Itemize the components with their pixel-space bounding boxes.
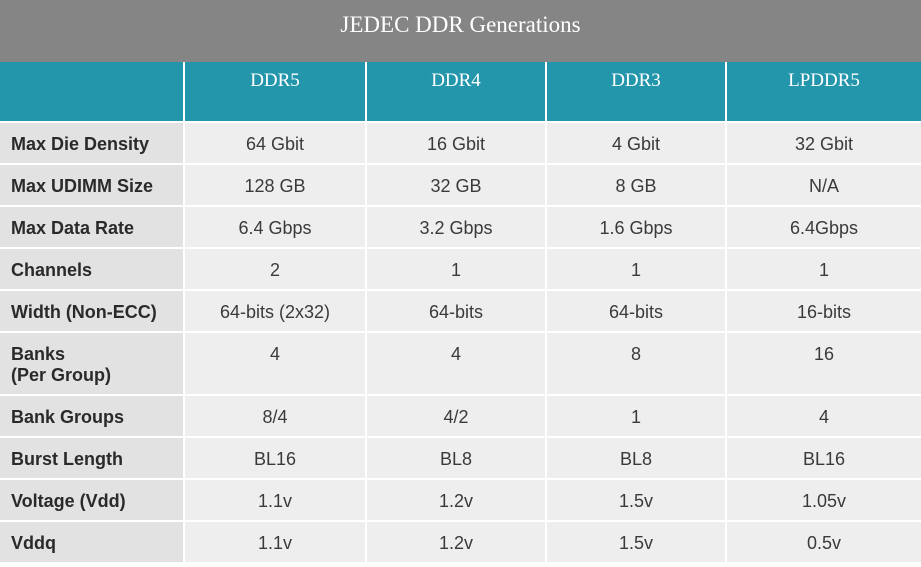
table-cell: 6.4Gbps <box>725 207 921 249</box>
table-cell: 1 <box>545 249 725 291</box>
header-row: DDR5 DDR4 DDR3 LPDDR5 <box>0 62 921 123</box>
table-row: Bank Groups 8/4 4/2 1 4 <box>0 396 921 438</box>
table-cell: 4 <box>725 396 921 438</box>
table-cell: 0.5v <box>725 522 921 564</box>
table-cell: 8/4 <box>183 396 365 438</box>
table-row: Width (Non-ECC) 64-bits (2x32) 64-bits 6… <box>0 291 921 333</box>
table-cell: 64-bits (2x32) <box>183 291 365 333</box>
table-row: Max UDIMM Size 128 GB 32 GB 8 GB N/A <box>0 165 921 207</box>
table-cell: BL8 <box>365 438 545 480</box>
table-cell: 4 <box>183 333 365 396</box>
table-row: Vddq 1.1v 1.2v 1.5v 0.5v <box>0 522 921 564</box>
row-label-text: Voltage (Vdd) <box>11 491 126 511</box>
table-cell: 4 Gbit <box>545 123 725 165</box>
table-cell: 6.4 Gbps <box>183 207 365 249</box>
table-cell: 128 GB <box>183 165 365 207</box>
table-cell: 1.1v <box>183 480 365 522</box>
row-label-text: Width (Non-ECC) <box>11 302 157 322</box>
table-cell: 8 <box>545 333 725 396</box>
table-cell: 64 Gbit <box>183 123 365 165</box>
table-cell: BL8 <box>545 438 725 480</box>
row-label-text: Burst Length <box>11 449 123 469</box>
table-cell: 32 GB <box>365 165 545 207</box>
row-label: Voltage (Vdd) <box>0 480 183 522</box>
row-label: Max UDIMM Size <box>0 165 183 207</box>
row-label-text: Max Data Rate <box>11 218 135 238</box>
table-cell: 4 <box>365 333 545 396</box>
table-cell: BL16 <box>183 438 365 480</box>
row-label: Width (Non-ECC) <box>0 291 183 333</box>
table-cell: 4/2 <box>365 396 545 438</box>
table-cell: 3.2 Gbps <box>365 207 545 249</box>
row-label-text: Banks <box>11 344 66 364</box>
table-cell: 1.2v <box>365 522 545 564</box>
row-label-text: Vddq <box>11 533 56 553</box>
table-cell: 8 GB <box>545 165 725 207</box>
row-label: Vddq <box>0 522 183 564</box>
table-cell: 1.05v <box>725 480 921 522</box>
row-label-text: Bank Groups <box>11 407 125 427</box>
table-cell: 1 <box>725 249 921 291</box>
table-row: Max Data Rate 6.4 Gbps 3.2 Gbps 1.6 Gbps… <box>0 207 921 249</box>
table-row: Max Die Density 64 Gbit 16 Gbit 4 Gbit 3… <box>0 123 921 165</box>
row-label-text: Max UDIMM Size <box>11 176 154 196</box>
table-cell: 64-bits <box>545 291 725 333</box>
table-cell: 16-bits <box>725 291 921 333</box>
header-ddr4: DDR4 <box>365 62 545 123</box>
row-label: Channels <box>0 249 183 291</box>
table-cell: 1.1v <box>183 522 365 564</box>
table-cell: 1.6 Gbps <box>545 207 725 249</box>
table-cell: 64-bits <box>365 291 545 333</box>
table-cell: 1.5v <box>545 480 725 522</box>
header-lpddr5: LPDDR5 <box>725 62 921 123</box>
row-label-subtext: (Per Group) <box>11 365 112 385</box>
table-row: Burst Length BL16 BL8 BL8 BL16 <box>0 438 921 480</box>
table-cell: 16 <box>725 333 921 396</box>
table-cell: N/A <box>725 165 921 207</box>
row-label: Bank Groups <box>0 396 183 438</box>
row-label: Banks (Per Group) <box>0 333 183 396</box>
table-cell: 1 <box>545 396 725 438</box>
row-label-text: Max Die Density <box>11 134 150 154</box>
table-cell: 16 Gbit <box>365 123 545 165</box>
row-label: Max Die Density <box>0 123 183 165</box>
row-label: Max Data Rate <box>0 207 183 249</box>
row-label: Burst Length <box>0 438 183 480</box>
header-corner-cell <box>0 62 183 123</box>
header-ddr5: DDR5 <box>183 62 365 123</box>
table-cell: 1.2v <box>365 480 545 522</box>
table-row: Channels 2 1 1 1 <box>0 249 921 291</box>
table-cell: 32 Gbit <box>725 123 921 165</box>
table-row: Banks (Per Group) 4 4 8 16 <box>0 333 921 396</box>
row-label-text: Channels <box>11 260 93 280</box>
ddr-comparison-table: DDR5 DDR4 DDR3 LPDDR5 Max Die Density 64… <box>0 62 921 564</box>
table-cell: 2 <box>183 249 365 291</box>
table-cell: 1.5v <box>545 522 725 564</box>
table-cell: BL16 <box>725 438 921 480</box>
table-title: JEDEC DDR Generations <box>0 0 921 62</box>
table-cell: 1 <box>365 249 545 291</box>
table-row: Voltage (Vdd) 1.1v 1.2v 1.5v 1.05v <box>0 480 921 522</box>
header-ddr3: DDR3 <box>545 62 725 123</box>
